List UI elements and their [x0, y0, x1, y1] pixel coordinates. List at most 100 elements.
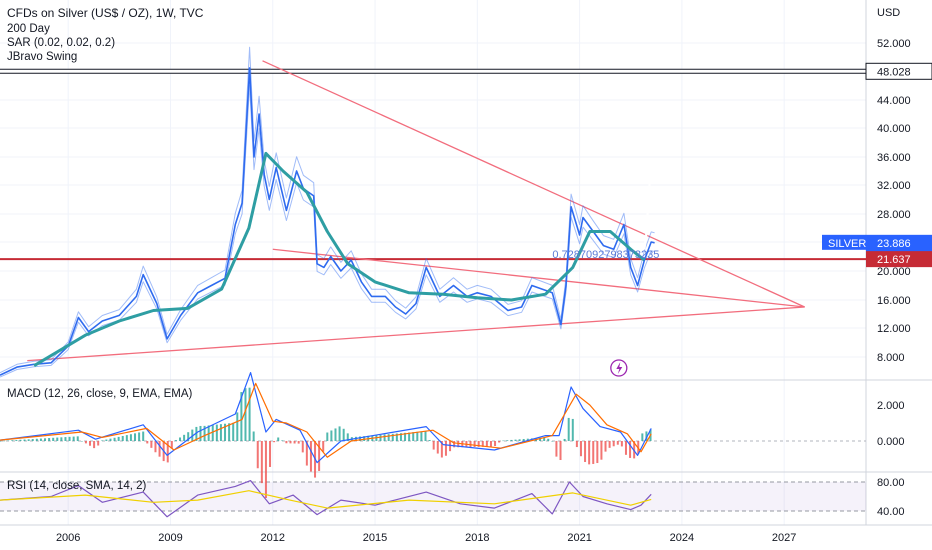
rsi-tick-label: 80.00: [877, 477, 905, 489]
indicator-200-day[interactable]: 200 Day: [7, 23, 50, 35]
macd-histogram-bar: [289, 441, 292, 444]
macd-histogram-bar: [72, 436, 75, 441]
macd-histogram-bar: [526, 438, 529, 441]
macd-histogram-bar: [424, 431, 427, 441]
macd-histogram-bar: [620, 441, 623, 447]
rsi-band: [0, 482, 866, 511]
price-tick-label: 36.000: [877, 152, 911, 164]
macd-histogram-bar: [48, 438, 51, 441]
macd-histogram-bar: [44, 438, 47, 441]
macd-histogram-bar: [416, 431, 419, 441]
time-tick-label: 2024: [670, 532, 694, 544]
macd-histogram-bar: [559, 441, 562, 461]
lightning-icon-bolt: [616, 362, 623, 374]
macd-histogram-bar: [236, 412, 239, 441]
macd-legend[interactable]: MACD (12, 26, close, 9, EMA, EMA): [7, 388, 193, 400]
macd-histogram-bar: [248, 387, 251, 441]
price-tick-label: 44.000: [877, 95, 911, 107]
macd-histogram-bar: [154, 441, 157, 453]
macd-line: [0, 372, 652, 464]
macd-histogram-bar: [52, 437, 55, 441]
macd-histogram-bar: [76, 436, 79, 441]
symbol-tag-label: SILVER: [828, 238, 866, 250]
macd-tick-label: 0.000: [877, 436, 905, 448]
price-line: [0, 67, 655, 376]
macd-histogram-bar: [363, 436, 366, 441]
indicator-sar[interactable]: SAR (0.02, 0.02, 0.2): [7, 37, 116, 49]
macd-histogram-bar: [80, 441, 83, 442]
macd-histogram-bar: [125, 435, 128, 441]
macd-histogram-bar: [567, 417, 570, 441]
macd-histogram-bar: [11, 440, 14, 441]
rsi-legend[interactable]: RSI (14, close, SMA, 14, 2): [7, 480, 147, 492]
indicator-jbravo-swing[interactable]: JBravo Swing: [7, 51, 78, 63]
macd-histogram-bar: [318, 441, 321, 471]
macd-histogram-bar: [183, 434, 186, 441]
projection-line: [643, 160, 652, 250]
rsi-ma-line: [0, 490, 652, 509]
macd-histogram-bar: [428, 440, 431, 441]
macd-histogram-bar: [338, 426, 341, 441]
macd-histogram-bar: [453, 441, 456, 448]
time-tick-label: 2027: [772, 532, 796, 544]
macd-histogram-bar: [146, 441, 149, 444]
macd-histogram-bar: [293, 441, 296, 444]
macd-histogram-bar: [584, 441, 587, 462]
price-tick-label: 32.000: [877, 180, 911, 192]
macd-histogram-bar: [510, 439, 513, 441]
macd-histogram-bar: [269, 441, 272, 467]
macd-histogram-bar: [273, 441, 276, 443]
last-price-tag-value: 23.886: [877, 238, 911, 250]
macd-histogram-bar: [7, 440, 10, 442]
macd-histogram-bar: [383, 434, 386, 441]
trendline-2: [27, 306, 805, 362]
macd-histogram-bar: [35, 438, 38, 441]
macd-histogram-bar: [579, 441, 582, 457]
ma-200-line: [33, 151, 646, 367]
macd-histogram-bar: [608, 441, 611, 448]
macd-histogram-bar: [399, 433, 402, 441]
macd-histogram-bar: [101, 440, 104, 441]
macd-histogram-bar: [322, 441, 325, 452]
macd-histogram-bar: [191, 429, 194, 441]
rsi-line: [0, 480, 652, 518]
macd-histogram-bar: [387, 434, 390, 441]
time-tick-label: 2009: [158, 532, 182, 544]
macd-histogram-bar: [89, 441, 92, 446]
macd-histogram-bar: [571, 418, 574, 441]
macd-histogram-bar: [166, 441, 169, 463]
level-tag-bg: [865, 62, 932, 80]
price-tick-label: 40.000: [877, 123, 911, 135]
macd-histogram-bar: [23, 439, 26, 441]
macd-histogram-bar: [121, 435, 124, 441]
macd-histogram-bar: [547, 438, 550, 441]
price-envelope-upper: [0, 46, 655, 374]
lightning-icon: [610, 359, 628, 377]
macd-histogram-bar: [113, 437, 116, 441]
macd-histogram-bar: [551, 441, 554, 442]
trendline-1: [272, 248, 805, 308]
macd-histogram-bar: [158, 441, 161, 457]
macd-histogram-bar: [555, 441, 558, 457]
price-tick-label: 16.000: [877, 295, 911, 307]
macd-histogram-bar: [138, 432, 141, 441]
chart-title: CFDs on Silver (US$ / OZ), 1W, TVC: [7, 6, 204, 20]
macd-histogram-bar: [457, 441, 460, 448]
macd-histogram-bar: [19, 439, 22, 441]
level-tag-value: 48.028: [877, 66, 911, 78]
macd-histogram-bar: [244, 388, 247, 441]
macd-histogram-bar: [0, 441, 1, 442]
macd-histogram-bar: [518, 439, 521, 441]
time-tick-label: 2015: [363, 532, 387, 544]
price-tick-label: 52.000: [877, 38, 911, 50]
macd-histogram-bar: [629, 441, 632, 458]
macd-histogram-bar: [240, 392, 243, 441]
macd-histogram-bar: [485, 441, 488, 447]
time-tick-label: 2021: [567, 532, 591, 544]
macd-histogram-bar: [359, 436, 362, 441]
macd-histogram-bar: [440, 441, 443, 458]
macd-histogram-bar: [179, 437, 182, 441]
price-axis-unit: USD: [877, 7, 900, 19]
macd-histogram-bar: [539, 437, 542, 441]
